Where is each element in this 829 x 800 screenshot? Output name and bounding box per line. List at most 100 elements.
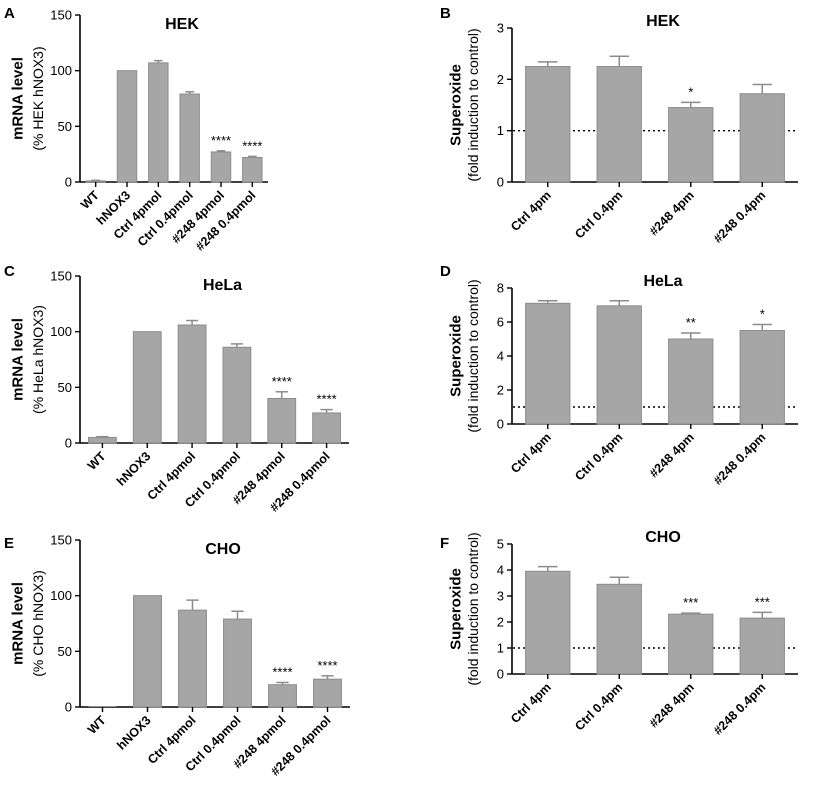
y-tick-label: 1 (497, 641, 504, 656)
y-tick-label: 0 (497, 417, 504, 432)
y-tick-label: 4 (497, 349, 504, 364)
bar (210, 151, 232, 183)
bar (739, 617, 785, 675)
significance-marker: **** (316, 392, 336, 407)
category-label: hNOX3 (114, 449, 153, 488)
y-axis-sublabel: (% HEK hNOX3) (30, 46, 46, 150)
bar (596, 66, 642, 183)
significance-marker: **** (242, 138, 262, 153)
y-tick-label: 50 (58, 119, 72, 134)
category-label: WT (85, 449, 109, 473)
significance-marker: * (760, 307, 765, 322)
chart-title: HEK (646, 13, 680, 30)
y-tick-label: 0 (65, 700, 72, 715)
bar (133, 595, 162, 708)
y-tick-label: 2 (497, 72, 504, 87)
bar (525, 66, 571, 183)
bar (178, 609, 207, 708)
y-axis-label: mRNA level (9, 57, 26, 140)
y-axis-label: Superoxide (447, 568, 464, 650)
significance-marker: *** (755, 594, 770, 609)
y-tick-label: 150 (50, 8, 72, 23)
category-label: Ctrl 4pm (508, 188, 554, 234)
category-label: #248 0.4pm (711, 188, 769, 246)
bar (596, 305, 642, 425)
y-axis-sublabel: (fold induction to control) (465, 28, 481, 181)
significance-marker: **** (211, 133, 231, 148)
bar (242, 157, 263, 183)
bar (668, 338, 714, 425)
category-label: Ctrl 0.4pm (572, 680, 625, 733)
y-tick-label: 100 (50, 588, 72, 603)
panel-letter: F (440, 535, 449, 552)
bar (179, 93, 200, 183)
bar (132, 331, 162, 444)
bar (668, 107, 714, 183)
y-tick-label: 2 (497, 383, 504, 398)
bar (177, 324, 207, 444)
bar (116, 70, 138, 183)
bar (525, 302, 571, 425)
y-tick-label: 8 (497, 281, 504, 296)
category-label: WT (78, 188, 102, 212)
category-label: #248 4pm (647, 680, 697, 730)
y-tick-label: 1 (497, 123, 504, 138)
panel-letter: B (440, 5, 451, 22)
y-tick-label: 5 (497, 537, 504, 552)
y-tick-label: 0 (497, 175, 504, 190)
significance-marker: **** (272, 665, 292, 680)
panel-letter: D (440, 263, 451, 280)
y-axis-sublabel: (fold induction to control) (465, 532, 481, 685)
category-label: #248 4pm (647, 188, 697, 238)
significance-marker: * (688, 84, 693, 99)
chart-title: HEK (165, 16, 199, 33)
y-tick-label: 0 (65, 436, 72, 451)
bar (268, 684, 297, 708)
panel-b: B HEK Superoxide (fold induction to control… (440, 5, 798, 246)
y-tick-label: 100 (50, 324, 72, 339)
bar (312, 412, 341, 444)
bar (223, 618, 252, 708)
bar (739, 93, 785, 183)
y-tick-label: 50 (58, 380, 72, 395)
category-label: WT (85, 713, 109, 737)
category-label: #248 0.4pm (711, 430, 769, 488)
bar (267, 397, 297, 444)
y-axis-label: Superoxide (447, 315, 464, 397)
y-axis-label: Superoxide (447, 64, 464, 146)
y-tick-label: 150 (50, 269, 72, 284)
chart-title: HeLa (203, 277, 242, 294)
category-label: hNOX3 (114, 713, 153, 752)
panel-f: F CHO Superoxide (fold induction to control… (440, 529, 798, 738)
category-label: Ctrl 0.4pm (572, 430, 625, 483)
panel-letter: A (4, 5, 15, 22)
y-tick-label: 4 (497, 563, 504, 578)
panel-letter: E (4, 535, 14, 552)
y-tick-label: 0 (65, 175, 72, 190)
bar (88, 436, 117, 444)
significance-marker: **** (272, 374, 292, 389)
bar (88, 706, 117, 707)
category-label: Ctrl 4pm (508, 680, 554, 726)
panel-c: C HeLa mRNA level (% HeLa hNOX3) 0 50 100 150 WT… (4, 263, 349, 515)
y-tick-label: 0 (497, 667, 504, 682)
category-label: #248 0.4pm (711, 680, 769, 738)
panel-d: D HeLa Superoxide (fold induction to contro… (440, 263, 798, 488)
category-label: Ctrl 0.4pm (572, 188, 625, 241)
y-axis-sublabel: (fold induction to control) (465, 279, 481, 432)
significance-marker: *** (683, 595, 698, 610)
y-axis-sublabel: (% CHO hNOX3) (30, 570, 46, 677)
y-tick-label: 2 (497, 615, 504, 630)
bar (739, 330, 785, 425)
bar (148, 62, 169, 183)
significance-marker: **** (317, 658, 337, 673)
significance-marker: ** (686, 315, 696, 330)
panel-e: E CHO mRNA level (% CHO hNOX3) 0 50 100 150 WT hN… (4, 533, 350, 779)
y-tick-label: 3 (497, 21, 504, 36)
y-tick-label: 6 (497, 315, 504, 330)
bar (313, 678, 342, 708)
y-tick-label: 150 (50, 533, 72, 548)
bar (596, 583, 642, 675)
